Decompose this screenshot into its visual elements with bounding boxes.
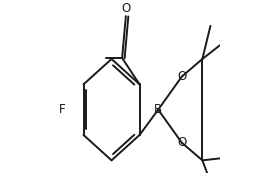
Text: O: O xyxy=(121,2,130,15)
Text: F: F xyxy=(59,103,65,116)
Text: O: O xyxy=(177,70,186,83)
Text: B: B xyxy=(154,103,162,116)
Text: O: O xyxy=(177,136,186,149)
